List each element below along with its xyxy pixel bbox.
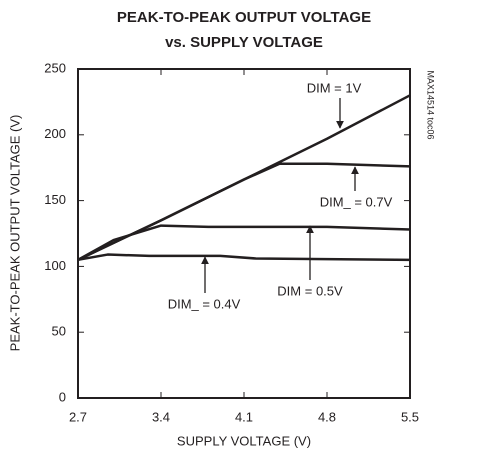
x-tick-label: 2.7 [69,409,87,424]
x-tick-label: 3.4 [152,409,170,424]
x-axis-label: SUPPLY VOLTAGE (V) [177,433,311,448]
series-line [77,253,411,262]
y-tick-label: 250 [44,60,66,75]
x-tick-label: 4.8 [318,409,336,424]
plot-frame [77,68,411,399]
annotation: DIM_ = 0.4V [168,296,241,311]
y-tick-label: 50 [52,324,66,339]
annotation-bg [262,283,358,301]
y-tick-label: 200 [44,126,66,141]
annotation-bg [286,80,382,98]
y-tick-label: 150 [44,192,66,207]
chart-title: vs. SUPPLY VOLTAGE [165,34,323,51]
annotation: DIM_ = 0.7V [320,194,393,209]
annotation-bg [308,194,404,212]
y-tick-label: 0 [59,389,66,404]
x-tick-label: 4.1 [235,409,253,424]
chart-title: PEAK-TO-PEAK OUTPUT VOLTAGE [117,9,371,26]
side-note: MAX14514 toc06 [426,70,436,139]
annotation: DIM = 1V [307,80,362,95]
x-tick-label: 5.5 [401,409,419,424]
series-line [77,162,411,261]
y-axis-label: PEAK-TO-PEAK OUTPUT VOLTAGE (V) [7,115,22,352]
y-tick-label: 100 [44,258,66,273]
annotation: DIM = 0.5V [277,283,343,298]
series-line [77,224,411,261]
annotation-bg [156,296,252,314]
